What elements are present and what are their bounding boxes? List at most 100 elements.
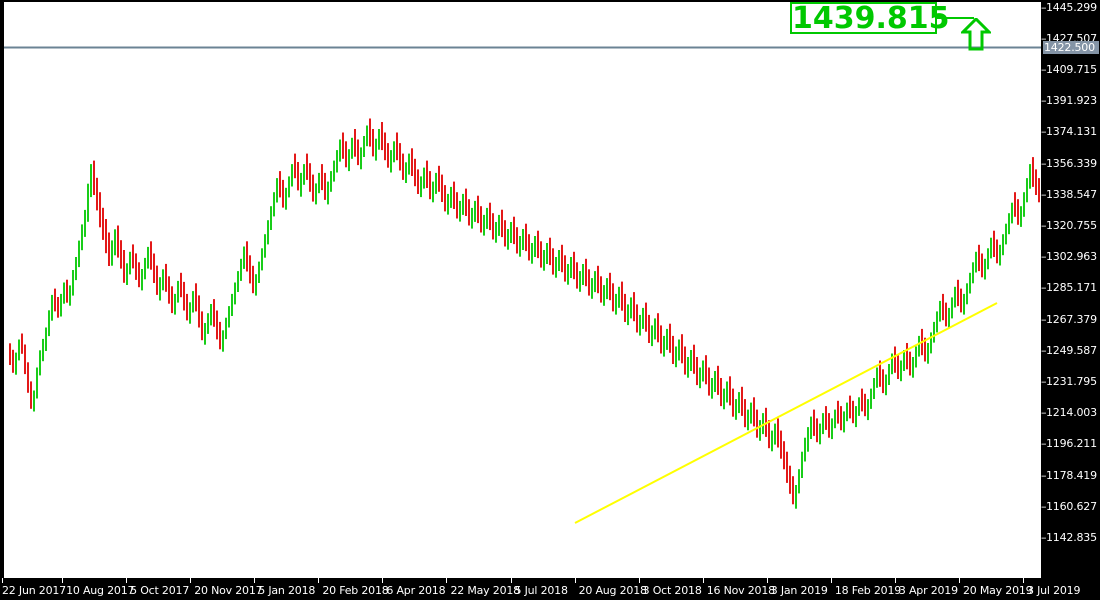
time-tick-mark [126, 578, 128, 583]
price-tick-mark: – [1041, 406, 1047, 420]
time-tick-label: 22 Jun 2017 [2, 584, 66, 597]
time-tick-label: 3 Oct 2018 [642, 584, 702, 597]
price-tick-mark: – [1041, 281, 1047, 295]
time-tick-mark [318, 578, 320, 583]
price-tick-label: 1267.379 [1046, 312, 1097, 326]
price-tick-mark: – [1041, 343, 1047, 357]
price-tick-mark: – [1041, 31, 1047, 45]
callout-leader-line [937, 17, 974, 19]
price-tick-label: 1391.923 [1046, 94, 1097, 108]
trendline[interactable] [574, 302, 998, 524]
price-callout-box[interactable]: 1439.815 [790, 1, 950, 36]
time-tick-label: 16 Nov 2018 [706, 584, 775, 597]
time-tick-mark [62, 578, 64, 583]
time-tick-mark [254, 578, 256, 583]
price-tick: –1302.963 [1041, 251, 1097, 263]
price-tick: –1320.755 [1041, 218, 1097, 232]
price-tick-label: 1374.131 [1046, 125, 1097, 139]
price-tick-label: 1214.003 [1046, 406, 1097, 420]
time-tick-mark [510, 578, 512, 583]
time-tick-label: 20 May 2019 [962, 584, 1033, 597]
time-tick-label: 5 Jul 2018 [514, 584, 568, 597]
time-tick-mark [830, 578, 832, 583]
price-tick-mark: – [1041, 312, 1047, 326]
time-tick-mark [382, 578, 384, 583]
time-tick-mark [638, 578, 640, 583]
time-tick-mark [190, 578, 192, 583]
time-tick-mark [766, 578, 768, 583]
price-tick-mark: – [1041, 250, 1047, 264]
price-tick-label: 1285.171 [1046, 281, 1097, 295]
price-tick-mark: – [1041, 125, 1047, 139]
price-tick-mark: – [1041, 94, 1047, 108]
price-tick-mark: – [1041, 218, 1047, 232]
current-price-tag: 1422.500 [1043, 41, 1099, 55]
price-tick: –1267.379 [1041, 312, 1097, 326]
time-tick-mark [446, 578, 448, 583]
time-tick-mark [894, 578, 896, 583]
price-tick-label: 1231.795 [1046, 374, 1097, 388]
price-tick-label: 1320.755 [1046, 218, 1097, 232]
time-tick-label: 3 Jan 2019 [770, 584, 828, 597]
price-tick-label: 1338.547 [1046, 187, 1097, 201]
price-tick-label: 1249.587 [1046, 343, 1097, 357]
price-tick-label: 1160.627 [1046, 499, 1097, 513]
price-tick-mark: – [1041, 187, 1047, 201]
price-tick-label: 1445.299 [1046, 0, 1097, 14]
price-tick: –1214.003 [1041, 407, 1097, 419]
time-tick-mark [702, 578, 704, 583]
time-tick-label: 20 Nov 2017 [194, 584, 263, 597]
price-tick-mark: – [1041, 374, 1047, 388]
price-tick-mark: – [1041, 499, 1047, 513]
arrow-up-icon [961, 18, 991, 51]
chart-plot-area[interactable] [4, 2, 1041, 578]
price-tick-mark: – [1041, 156, 1047, 170]
price-tick-label: 1142.835 [1046, 530, 1097, 544]
price-tick-mark: – [1041, 468, 1047, 482]
time-tick-label: 3 Apr 2019 [898, 584, 958, 597]
price-tick: –1338.547 [1041, 187, 1097, 201]
price-tick: –1285.171 [1041, 282, 1097, 294]
price-tick: –1178.419 [1041, 468, 1097, 482]
price-tick-mark: – [1041, 0, 1047, 14]
price-tick: –1231.795 [1041, 374, 1097, 388]
time-tick-label: 5 Jan 2018 [258, 584, 316, 597]
time-tick-label: 20 Feb 2018 [322, 584, 389, 597]
price-tick-label: 1356.339 [1046, 156, 1097, 170]
price-tick-label: 1196.211 [1046, 437, 1097, 451]
time-tick-mark [2, 578, 3, 583]
price-axis[interactable]: –1445.299 –1427.507 –1409.715 –1391.923 –137… [1041, 0, 1100, 578]
time-axis[interactable]: 22 Jun 2017 10 Aug 2017 5 Oct 2017 20 Nov 2… [0, 578, 1100, 600]
price-tick: –1160.627 [1041, 499, 1097, 513]
price-tick: –1374.131 [1041, 126, 1097, 138]
price-tick-label: 1178.419 [1046, 468, 1097, 482]
ohlc-bars [9, 118, 1040, 509]
price-tick: –1356.339 [1041, 156, 1097, 170]
time-tick-label: 10 Aug 2017 [66, 584, 135, 597]
price-tick-mark: – [1041, 437, 1047, 451]
price-tick-label: 1302.963 [1046, 250, 1097, 264]
price-callout-label: 1439.815 [792, 1, 950, 36]
time-tick-mark [1023, 578, 1024, 583]
price-tick: –1409.715 [1041, 62, 1097, 76]
price-tick: –1391.923 [1041, 95, 1097, 107]
price-series-canvas [4, 46, 1041, 524]
price-tick-label: 1427.507 [1046, 31, 1097, 45]
price-tick: –1427.507 [1041, 31, 1097, 45]
price-tick-mark: – [1041, 62, 1047, 76]
time-tick-mark [958, 578, 960, 583]
time-tick-label: 20 Aug 2018 [578, 584, 647, 597]
price-tick: –1196.211 [1041, 438, 1097, 450]
time-tick-mark [574, 578, 576, 583]
price-tick-label: 1409.715 [1046, 62, 1097, 76]
time-tick-label: 22 May 2018 [450, 584, 520, 597]
time-tick-label: 18 Feb 2019 [834, 584, 902, 597]
time-tick-label: 5 Oct 2017 [130, 584, 190, 597]
price-tick-mark: – [1041, 530, 1047, 544]
time-tick-label: 6 Apr 2018 [386, 584, 446, 597]
price-tick: –1445.299 [1041, 0, 1097, 14]
time-tick-label: 3 Jul 2019 [1027, 584, 1081, 597]
price-tick: –1142.835 [1041, 530, 1097, 544]
price-tick: –1249.587 [1041, 343, 1097, 357]
